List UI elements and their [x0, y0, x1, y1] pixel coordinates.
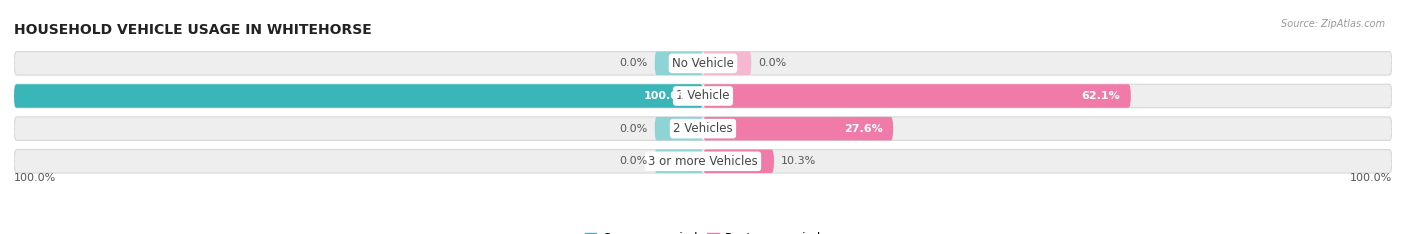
FancyBboxPatch shape: [703, 84, 1130, 108]
Text: 62.1%: 62.1%: [1081, 91, 1121, 101]
FancyBboxPatch shape: [14, 150, 1392, 173]
FancyBboxPatch shape: [703, 117, 893, 140]
Text: 0.0%: 0.0%: [620, 156, 648, 166]
Text: 27.6%: 27.6%: [844, 124, 883, 134]
Text: 3 or more Vehicles: 3 or more Vehicles: [648, 155, 758, 168]
FancyBboxPatch shape: [703, 150, 773, 173]
FancyBboxPatch shape: [14, 84, 703, 108]
FancyBboxPatch shape: [655, 117, 703, 140]
Text: 100.0%: 100.0%: [1350, 172, 1392, 183]
Text: 10.3%: 10.3%: [780, 156, 815, 166]
Text: 0.0%: 0.0%: [758, 58, 786, 68]
Text: 0.0%: 0.0%: [620, 58, 648, 68]
Text: Source: ZipAtlas.com: Source: ZipAtlas.com: [1281, 19, 1385, 29]
FancyBboxPatch shape: [14, 51, 1392, 75]
Legend: Owner-occupied, Renter-occupied: Owner-occupied, Renter-occupied: [579, 227, 827, 234]
FancyBboxPatch shape: [14, 117, 1392, 140]
Text: 100.0%: 100.0%: [14, 172, 56, 183]
Text: No Vehicle: No Vehicle: [672, 57, 734, 70]
Text: 100.0%: 100.0%: [643, 91, 689, 101]
Text: HOUSEHOLD VEHICLE USAGE IN WHITEHORSE: HOUSEHOLD VEHICLE USAGE IN WHITEHORSE: [14, 23, 371, 37]
FancyBboxPatch shape: [703, 51, 751, 75]
FancyBboxPatch shape: [14, 84, 1392, 108]
FancyBboxPatch shape: [655, 51, 703, 75]
Text: 1 Vehicle: 1 Vehicle: [676, 89, 730, 102]
Text: 2 Vehicles: 2 Vehicles: [673, 122, 733, 135]
FancyBboxPatch shape: [655, 150, 703, 173]
Text: 0.0%: 0.0%: [620, 124, 648, 134]
